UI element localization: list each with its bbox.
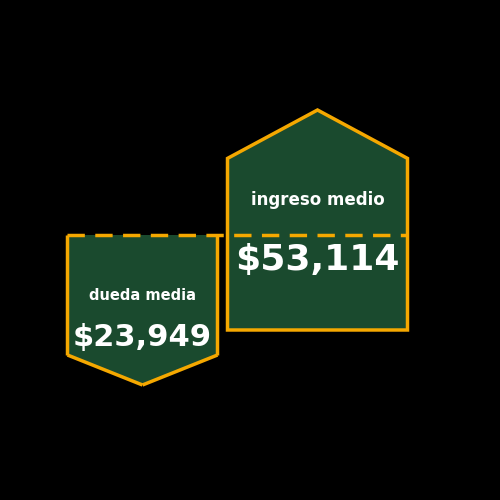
Text: dueda media: dueda media bbox=[89, 288, 196, 302]
Polygon shape bbox=[68, 235, 218, 385]
Text: $53,114: $53,114 bbox=[236, 243, 400, 277]
Text: $23,949: $23,949 bbox=[73, 323, 212, 352]
Polygon shape bbox=[228, 110, 408, 330]
Text: ingreso medio: ingreso medio bbox=[250, 191, 384, 209]
